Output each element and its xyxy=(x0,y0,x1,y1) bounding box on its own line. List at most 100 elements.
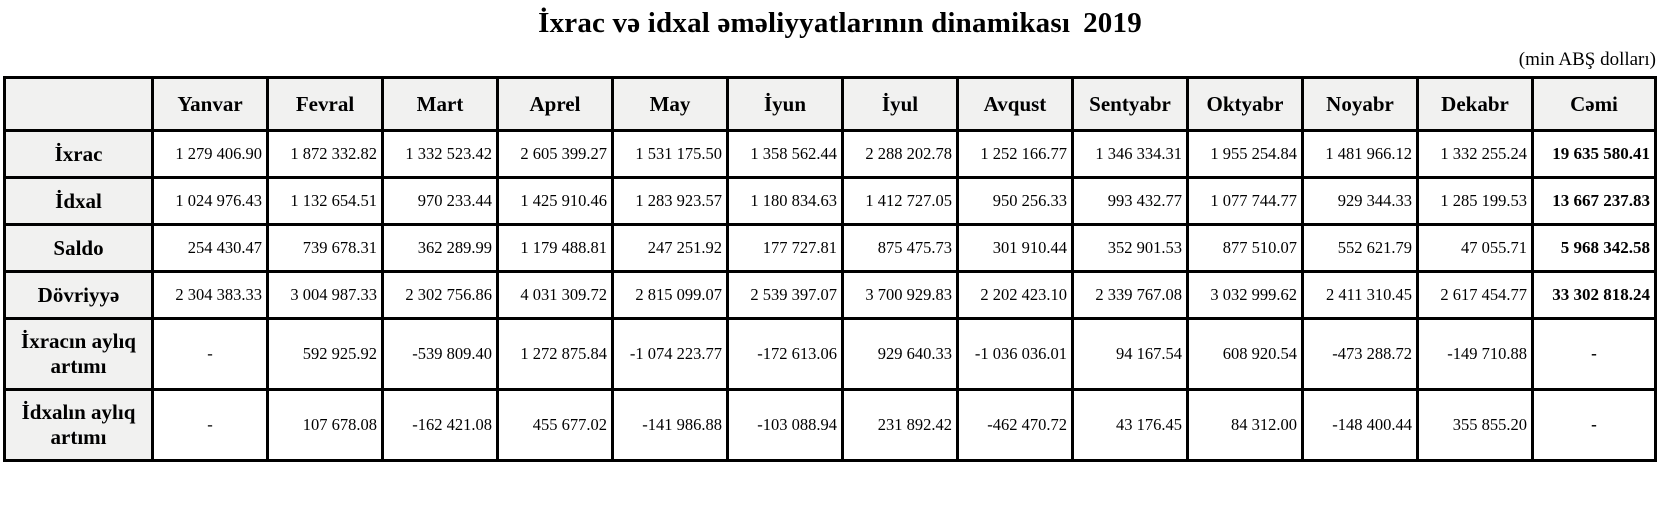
cell-value: 608 920.54 xyxy=(1186,317,1304,391)
cell-value: 993 432.77 xyxy=(1071,176,1189,226)
page-title: İxrac və idxal əməliyyatlarının dinamika… xyxy=(0,0,1680,40)
cell-total-value: 5 968 342.58 xyxy=(1531,223,1657,273)
cell-value: 107 678.08 xyxy=(266,388,384,462)
cell-value: 455 677.02 xyxy=(496,388,614,462)
column-header-month: Dekabr xyxy=(1416,76,1534,132)
cell-value: 3 004 987.33 xyxy=(266,270,384,320)
cell-total-value: - xyxy=(1531,317,1657,391)
cell-value: 3 032 999.62 xyxy=(1186,270,1304,320)
cell-value: 875 475.73 xyxy=(841,223,959,273)
cell-total-value: 33 302 818.24 xyxy=(1531,270,1657,320)
cell-value: 929 640.33 xyxy=(841,317,959,391)
table-row: İdxal 1 024 976.43 1 132 654.51 970 233.44 1… xyxy=(3,176,1657,226)
cell-value: 1 132 654.51 xyxy=(266,176,384,226)
cell-value: 2 339 767.08 xyxy=(1071,270,1189,320)
row-label: Dövriyyə xyxy=(3,270,154,320)
cell-value: 177 727.81 xyxy=(726,223,844,273)
cell-value: 2 304 383.33 xyxy=(151,270,269,320)
cell-value: - xyxy=(151,388,269,462)
cell-value: 1 179 488.81 xyxy=(496,223,614,273)
cell-value: 355 855.20 xyxy=(1416,388,1534,462)
cell-value: 2 202 423.10 xyxy=(956,270,1074,320)
cell-value: 362 289.99 xyxy=(381,223,499,273)
cell-value: - xyxy=(151,317,269,391)
table-row: İxrac 1 279 406.90 1 872 332.82 1 332 523.4… xyxy=(3,129,1657,179)
cell-value: 231 892.42 xyxy=(841,388,959,462)
column-header-month: İyun xyxy=(726,76,844,132)
corner-cell xyxy=(3,76,154,132)
cell-value: 1 180 834.63 xyxy=(726,176,844,226)
table-row: İdxalın aylıq artımı -107 678.08 -162 421.… xyxy=(3,388,1657,462)
cell-value: 84 312.00 xyxy=(1186,388,1304,462)
cell-value: 2 605 399.27 xyxy=(496,129,614,179)
cell-value: 1 272 875.84 xyxy=(496,317,614,391)
cell-value: 352 901.53 xyxy=(1071,223,1189,273)
row-label: İxracın aylıq artımı xyxy=(3,317,154,391)
cell-value: 3 700 929.83 xyxy=(841,270,959,320)
cell-total-value: 19 635 580.41 xyxy=(1531,129,1657,179)
row-label: İdxalın aylıq artımı xyxy=(3,388,154,462)
cell-value: -149 710.88 xyxy=(1416,317,1534,391)
cell-value: -1 036 036.01 xyxy=(956,317,1074,391)
cell-value: -148 400.44 xyxy=(1301,388,1419,462)
cell-value: 2 617 454.77 xyxy=(1416,270,1534,320)
column-header-month: Avqust xyxy=(956,76,1074,132)
table-row: İxracın aylıq artımı -592 925.92 -539 809.… xyxy=(3,317,1657,391)
cell-value: -141 986.88 xyxy=(611,388,729,462)
cell-value: 247 251.92 xyxy=(611,223,729,273)
cell-value: 1 332 523.42 xyxy=(381,129,499,179)
cell-value: 1 531 175.50 xyxy=(611,129,729,179)
unit-note: (min ABŞ dolları) xyxy=(1518,49,1656,70)
cell-value: 1 412 727.05 xyxy=(841,176,959,226)
cell-value: 2 815 099.07 xyxy=(611,270,729,320)
cell-value: 2 288 202.78 xyxy=(841,129,959,179)
column-header-month: Aprel xyxy=(496,76,614,132)
cell-value: 592 925.92 xyxy=(266,317,384,391)
cell-value: 552 621.79 xyxy=(1301,223,1419,273)
column-header-month: Oktyabr xyxy=(1186,76,1304,132)
row-label: İdxal xyxy=(3,176,154,226)
cell-total-value: - xyxy=(1531,388,1657,462)
column-header-month: Noyabr xyxy=(1301,76,1419,132)
row-label: İxrac xyxy=(3,129,154,179)
page-title-year: 2019 xyxy=(1083,7,1142,39)
cell-value: 1 358 562.44 xyxy=(726,129,844,179)
cell-value: 2 302 756.86 xyxy=(381,270,499,320)
cell-value: 47 055.71 xyxy=(1416,223,1534,273)
cell-value: 1 252 166.77 xyxy=(956,129,1074,179)
column-header-month: İyul xyxy=(841,76,959,132)
row-label: Saldo xyxy=(3,223,154,273)
cell-value: -103 088.94 xyxy=(726,388,844,462)
cell-value: 739 678.31 xyxy=(266,223,384,273)
cell-value: 1 955 254.84 xyxy=(1186,129,1304,179)
cell-value: 1 283 923.57 xyxy=(611,176,729,226)
column-header-month: Fevral xyxy=(266,76,384,132)
column-header-month: May xyxy=(611,76,729,132)
cell-value: 94 167.54 xyxy=(1071,317,1189,391)
column-header-total: Cəmi xyxy=(1531,76,1657,132)
cell-value: 970 233.44 xyxy=(381,176,499,226)
cell-value: 929 344.33 xyxy=(1301,176,1419,226)
cell-value: 1 077 744.77 xyxy=(1186,176,1304,226)
cell-value: 877 510.07 xyxy=(1186,223,1304,273)
cell-value: 43 176.45 xyxy=(1071,388,1189,462)
header-row: Yanvar Fevral Mart Aprel May İyun İyul Avqust Se… xyxy=(3,76,1657,132)
page-title-text: İxrac və idxal əməliyyatlarının dinamika… xyxy=(538,7,1071,39)
cell-value: 301 910.44 xyxy=(956,223,1074,273)
cell-value: 2 411 310.45 xyxy=(1301,270,1419,320)
cell-value: 2 539 397.07 xyxy=(726,270,844,320)
cell-value: 1 481 966.12 xyxy=(1301,129,1419,179)
cell-value: -172 613.06 xyxy=(726,317,844,391)
cell-value: -462 470.72 xyxy=(956,388,1074,462)
cell-value: 950 256.33 xyxy=(956,176,1074,226)
column-header-month: Mart xyxy=(381,76,499,132)
cell-value: 1 346 334.31 xyxy=(1071,129,1189,179)
cell-value: 254 430.47 xyxy=(151,223,269,273)
cell-value: 1 872 332.82 xyxy=(266,129,384,179)
cell-value: 1 279 406.90 xyxy=(151,129,269,179)
export-import-dynamics-table: Yanvar Fevral Mart Aprel May İyun İyul Avqust Se… xyxy=(3,76,1657,462)
column-header-month: Sentyabr xyxy=(1071,76,1189,132)
table-row: Dövriyyə 2 304 383.33 3 004 987.33 2 302 75… xyxy=(3,270,1657,320)
cell-total-value: 13 667 237.83 xyxy=(1531,176,1657,226)
cell-value: -539 809.40 xyxy=(381,317,499,391)
